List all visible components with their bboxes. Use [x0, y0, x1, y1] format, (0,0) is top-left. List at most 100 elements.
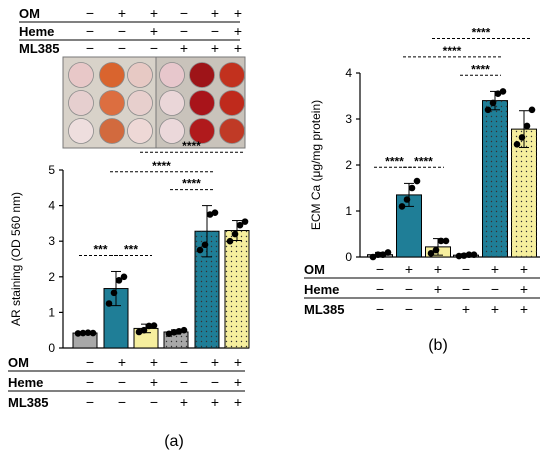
significance-label: **** — [182, 139, 201, 153]
data-point — [374, 251, 382, 258]
treatment-sign: + — [211, 394, 219, 410]
panel-b-bar-chart: 0 1 2 3 4 ECM Ca (μg/mg protein) **** **** **** *… — [309, 26, 540, 264]
treatment-sign: + — [211, 5, 219, 21]
well — [159, 90, 185, 116]
treatment-sign: + — [118, 5, 126, 21]
y-tick-label: 3 — [48, 234, 55, 248]
treatment-sign: − — [86, 5, 94, 21]
y-tick-label: 0 — [345, 250, 352, 264]
data-point — [140, 326, 148, 334]
y-tick-label: 3 — [345, 112, 352, 126]
well — [127, 118, 153, 144]
panel-a-treatment-table-top: OM − + + − + +Heme − − + − − +ML385− − − + + + — [19, 5, 242, 56]
significance-label: **** — [182, 177, 201, 191]
treatment-sign: + — [150, 374, 158, 390]
data-point — [241, 218, 249, 225]
treatment-sign: + — [434, 281, 442, 297]
data-point — [465, 251, 473, 258]
well — [159, 118, 185, 144]
treatment-sign: + — [462, 301, 470, 317]
data-point — [518, 134, 526, 141]
y-axis-label: ECM Ca (μg/mg protein) — [309, 100, 323, 230]
well — [127, 62, 153, 88]
treatment-sign: + — [180, 394, 188, 410]
treatment-sign: − — [86, 374, 94, 390]
data-point — [236, 221, 244, 229]
well — [99, 118, 125, 144]
well — [219, 118, 245, 144]
data-point — [165, 330, 173, 338]
well — [68, 90, 94, 116]
data-point — [489, 99, 497, 107]
y-tick-label: 1 — [48, 305, 55, 319]
data-point — [79, 329, 87, 337]
data-point — [170, 329, 178, 336]
significance-label: *** — [124, 242, 138, 256]
well — [159, 62, 185, 88]
significance-label: *** — [93, 242, 107, 256]
significance-label: **** — [472, 26, 491, 40]
treatment-sign: − — [118, 394, 126, 410]
data-point — [442, 237, 450, 245]
treatment-sign: − — [405, 281, 413, 297]
y-tick-label: 1 — [345, 204, 352, 218]
data-point — [528, 106, 536, 114]
treatment-label-om: OM — [304, 262, 325, 277]
well — [68, 62, 94, 88]
data-point — [408, 184, 416, 192]
treatment-sign: + — [234, 23, 242, 39]
treatment-sign: + — [434, 261, 442, 277]
well — [127, 90, 153, 116]
treatment-sign: − — [376, 281, 384, 297]
treatment-label-om: OM — [8, 355, 29, 370]
treatment-sign: + — [211, 354, 219, 370]
data-point — [369, 253, 377, 261]
y-tick-label: 5 — [48, 163, 55, 177]
significance-label: **** — [152, 159, 171, 173]
treatment-sign: + — [520, 281, 528, 297]
data-point — [470, 251, 478, 258]
treatment-sign: − — [86, 394, 94, 410]
treatment-sign: + — [211, 40, 219, 56]
data-point — [211, 209, 219, 217]
treatment-label-ml385: ML385 — [8, 395, 48, 410]
data-point — [145, 322, 153, 330]
well — [189, 118, 215, 144]
treatment-sign: − — [211, 374, 219, 390]
well — [68, 118, 94, 144]
y-tick-label: 2 — [345, 158, 352, 172]
treatment-sign: + — [118, 354, 126, 370]
data-point — [110, 289, 118, 297]
treatment-label-heme: Heme — [19, 24, 54, 39]
treatment-sign: + — [405, 261, 413, 277]
treatment-sign: − — [180, 5, 188, 21]
data-point — [150, 322, 158, 329]
treatment-sign: − — [118, 40, 126, 56]
treatment-sign: + — [150, 23, 158, 39]
y-tick-label: 4 — [48, 199, 55, 213]
y-tick-label: 4 — [345, 66, 352, 80]
data-point — [455, 252, 463, 260]
data-point — [115, 277, 123, 284]
treatment-sign: − — [150, 40, 158, 56]
treatment-sign: − — [405, 301, 413, 317]
treatment-sign: + — [491, 301, 499, 317]
treatment-sign: + — [234, 40, 242, 56]
treatment-sign: − — [462, 281, 470, 297]
panel-a-treatment-table-bottom: OM − + + − + +Heme − − + − − +ML385− − − + + + — [8, 354, 245, 410]
bar-pattern — [511, 129, 537, 257]
well — [219, 62, 245, 88]
data-point — [196, 246, 204, 254]
data-point — [384, 249, 392, 256]
significance-label: **** — [385, 154, 404, 168]
data-point — [180, 326, 188, 334]
well — [219, 90, 245, 116]
data-point — [460, 252, 468, 259]
treatment-label-ml385: ML385 — [19, 41, 59, 56]
data-point — [403, 196, 411, 203]
treatment-sign: + — [150, 5, 158, 21]
y-tick-label: 2 — [48, 270, 55, 284]
data-point — [231, 230, 239, 238]
treatment-sign: − — [434, 301, 442, 317]
treatment-sign: + — [520, 261, 528, 277]
